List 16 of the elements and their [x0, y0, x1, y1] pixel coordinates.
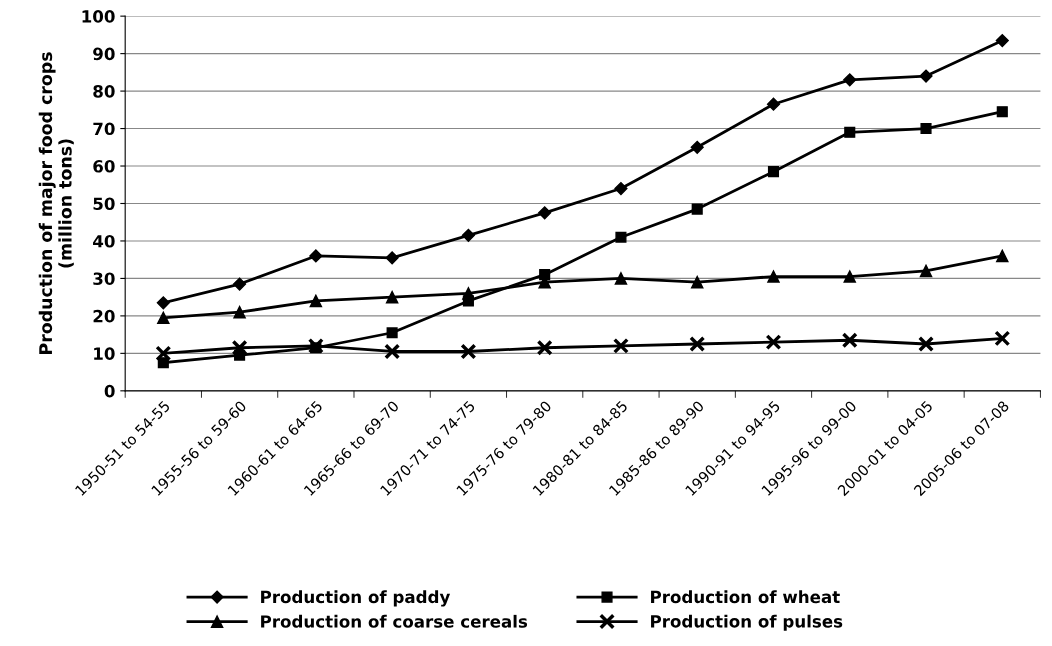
y-tick-label: 80	[93, 85, 115, 98]
y-tick-label: 10	[94, 347, 115, 360]
legend-label: Production of paddy	[261, 590, 451, 607]
y-tick-label: 70	[93, 122, 115, 136]
y-tick-label: 30	[93, 272, 115, 285]
y-tick-label: 100	[82, 10, 115, 23]
y-axis-title: Production of major food crops (million tons)	[38, 52, 74, 354]
y-tick-label: 20	[93, 309, 115, 323]
y-tick-label: 40	[93, 234, 115, 248]
legend-label: Production of coarse cereals	[261, 614, 528, 628]
y-tick-label: 50	[93, 197, 115, 211]
legend-label: Production of wheat	[651, 590, 840, 604]
y-tick-label: 60	[93, 159, 115, 173]
legend-label: Production of pulses	[651, 614, 843, 631]
y-tick-label: 90	[93, 47, 115, 61]
y-tick-label: 0	[104, 384, 115, 398]
